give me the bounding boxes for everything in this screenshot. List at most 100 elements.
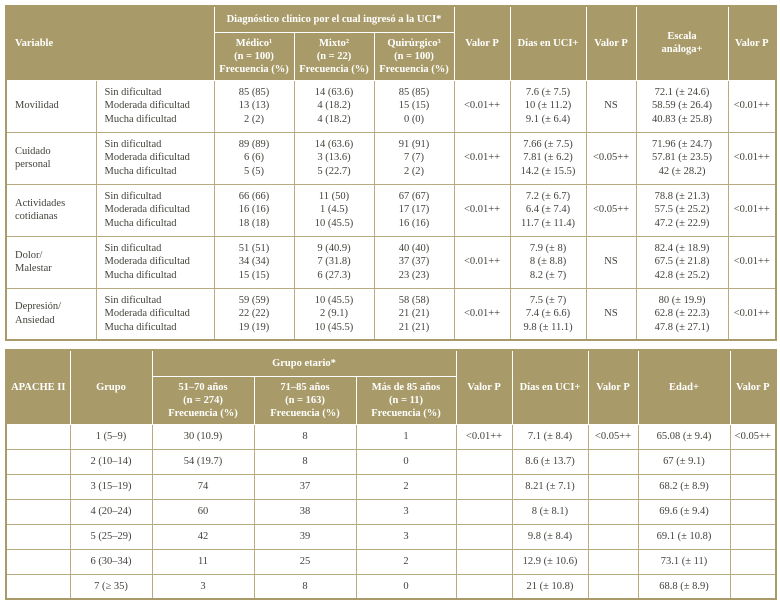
cell-age-51-70: 30 (10.9) <box>151 423 255 450</box>
table-row: Movilidad Sin dificultad Moderada dificu… <box>5 79 777 133</box>
cell-dias-uci: 7.5 (± 7) 7.4 (± 6.6) 9.8 (± 11.1) <box>509 287 587 341</box>
table2-body: 1 (5–9) 30 (10.9) 8 1 <0.01++ 7.1 (± 8.4… <box>5 423 777 600</box>
col-header-grupo: Grupo <box>69 349 153 425</box>
cell-variable: Movilidad <box>5 79 97 133</box>
cell-valor-p: <0.01++ <box>453 183 511 237</box>
table2-subheader-row: 51–70 años (n = 274) Frecuencia (%) 71–8… <box>6 375 776 425</box>
cell-valor-p <box>587 498 639 525</box>
cell-dias-uci: 7.1 (± 8.4) <box>511 423 589 450</box>
cell-age-51-70: 60 <box>151 498 255 525</box>
cell-age-71-85: 38 <box>253 498 357 525</box>
cell-variable: Depresión/ Ansiedad <box>5 287 97 341</box>
cell-medico: 66 (66) 16 (16) 18 (18) <box>213 183 295 237</box>
col-header-apache: APACHE II <box>5 349 71 425</box>
col-header-age-51-70: 51–70 años (n = 274) Frecuencia (%) <box>151 375 255 425</box>
col-header-valor-p-2: Valor P <box>587 349 639 425</box>
col-header-dias-uci: Días en UCI+ <box>509 5 587 81</box>
cell-mixto: 14 (63.6) 4 (18.2) 4 (18.2) <box>293 79 375 133</box>
table-row: Depresión/ Ansiedad Sin dificultad Moder… <box>5 287 777 341</box>
table2-band-title: Grupo etario* <box>151 349 457 377</box>
cell-dias-uci: 7.6 (± 7.5) 10 (± 11.2) 9.1 (± 6.4) <box>509 79 587 133</box>
table1-band-title: Diagnóstico clínico por el cual ingresó … <box>213 5 455 33</box>
cell-valor-p: <0.05++ <box>729 423 777 450</box>
cell-levels: Sin dificultad Moderada dificultad Mucha… <box>95 79 215 133</box>
cell-valor-p: NS <box>585 235 637 289</box>
cell-apache <box>5 473 71 500</box>
cell-age-51-70: 42 <box>151 523 255 550</box>
cell-escala: 72.1 (± 24.6) 58.59 (± 26.4) 40.83 (± 25… <box>635 79 729 133</box>
cell-edad: 73.1 (± 11) <box>637 548 731 575</box>
cell-age-71-85: 8 <box>253 573 357 600</box>
col-header-medico: Médico¹ (n = 100) Frecuencia (%) <box>213 31 295 81</box>
cell-dias-uci: 9.8 (± 8.4) <box>511 523 589 550</box>
cell-grupo: 7 (≥ 35) <box>69 573 153 600</box>
col-header-valor-p-3: Valor P <box>727 5 777 81</box>
cell-apache <box>5 548 71 575</box>
cell-dias-uci: 21 (± 10.8) <box>511 573 589 600</box>
table-row: 3 (15–19) 74 37 2 8.21 (± 7.1) 68.2 (± 8… <box>5 473 777 500</box>
cell-age-over-85: 3 <box>355 498 457 525</box>
cell-valor-p: NS <box>585 79 637 133</box>
cell-age-over-85: 0 <box>355 448 457 475</box>
cell-dias-uci: 7.9 (± 8) 8 (± 8.8) 8.2 (± 7) <box>509 235 587 289</box>
cell-valor-p: <0.05++ <box>585 183 637 237</box>
cell-age-51-70: 74 <box>151 473 255 500</box>
cell-valor-p: <0.01++ <box>455 423 513 450</box>
table-row: 1 (5–9) 30 (10.9) 8 1 <0.01++ 7.1 (± 8.4… <box>5 423 777 450</box>
cell-valor-p: <0.01++ <box>453 235 511 289</box>
cell-mixto: 11 (50) 1 (4.5) 10 (45.5) <box>293 183 375 237</box>
table1-band-row: Variable Diagnóstico clínico por el cual… <box>5 5 777 81</box>
cell-valor-p: NS <box>585 287 637 341</box>
cell-age-51-70: 54 (19.7) <box>151 448 255 475</box>
cell-levels: Sin dificultad Moderada dificultad Mucha… <box>95 287 215 341</box>
cell-valor-p: <0.01++ <box>453 79 511 133</box>
cell-mixto: 9 (40.9) 7 (31.8) 6 (27.3) <box>293 235 375 289</box>
cell-variable: Actividades cotidianas <box>5 183 97 237</box>
col-header-age-over-85: Más de 85 años (n = 11) Frecuencia (%) <box>355 375 457 425</box>
cell-age-71-85: 37 <box>253 473 357 500</box>
cell-escala: 71.96 (± 24.7) 57.81 (± 23.5) 42 (± 28.2… <box>635 131 729 185</box>
cell-age-over-85: 2 <box>355 548 457 575</box>
cell-medico: 59 (59) 22 (22) 19 (19) <box>213 287 295 341</box>
cell-valor-p <box>729 473 777 500</box>
cell-valor-p <box>455 498 513 525</box>
cell-levels: Sin dificultad Moderada dificultad Mucha… <box>95 131 215 185</box>
col-header-dias-uci: Días en UCI+ <box>511 349 589 425</box>
cell-valor-p <box>729 573 777 600</box>
cell-levels: Sin dificultad Moderada dificultad Mucha… <box>95 183 215 237</box>
table1-subheader-row: Médico¹ (n = 100) Frecuencia (%) Mixto² … <box>6 31 776 81</box>
cell-apache <box>5 523 71 550</box>
table-apache-age-groups: APACHE II Grupo Grupo etario* Valor P Dí… <box>5 349 777 600</box>
cell-valor-p <box>729 498 777 525</box>
cell-dias-uci: 8.6 (± 13.7) <box>511 448 589 475</box>
cell-valor-p <box>729 523 777 550</box>
cell-valor-p: <0.01++ <box>727 79 777 133</box>
cell-edad: 69.1 (± 10.8) <box>637 523 731 550</box>
cell-quirurgico: 40 (40) 37 (37) 23 (23) <box>373 235 455 289</box>
table2-band-row: APACHE II Grupo Grupo etario* Valor P Dí… <box>5 349 777 425</box>
cell-grupo: 3 (15–19) <box>69 473 153 500</box>
table-row: 5 (25–29) 42 39 3 9.8 (± 8.4) 69.1 (± 10… <box>5 523 777 550</box>
cell-medico: 85 (85) 13 (13) 2 (2) <box>213 79 295 133</box>
col-header-mixto: Mixto² (n = 22) Frecuencia (%) <box>293 31 375 81</box>
col-header-age-71-85: 71–85 años (n = 163) Frecuencia (%) <box>253 375 357 425</box>
cell-valor-p: <0.01++ <box>453 287 511 341</box>
cell-valor-p <box>587 473 639 500</box>
col-header-variable: Variable <box>5 5 215 81</box>
cell-age-71-85: 8 <box>253 423 357 450</box>
cell-valor-p <box>729 448 777 475</box>
cell-quirurgico: 58 (58) 21 (21) 21 (21) <box>373 287 455 341</box>
cell-valor-p: <0.01++ <box>727 235 777 289</box>
cell-valor-p <box>455 548 513 575</box>
cell-valor-p: <0.01++ <box>727 183 777 237</box>
cell-levels: Sin dificultad Moderada dificultad Mucha… <box>95 235 215 289</box>
cell-medico: 89 (89) 6 (6) 5 (5) <box>213 131 295 185</box>
cell-valor-p <box>729 548 777 575</box>
cell-escala: 82.4 (± 18.9) 67.5 (± 21.8) 42.8 (± 25.2… <box>635 235 729 289</box>
cell-escala: 78.8 (± 21.3) 57.5 (± 25.2) 47.2 (± 22.9… <box>635 183 729 237</box>
cell-dias-uci: 12.9 (± 10.6) <box>511 548 589 575</box>
table-clinical-diagnosis: Variable Diagnóstico clínico por el cual… <box>5 5 778 341</box>
cell-grupo: 5 (25–29) <box>69 523 153 550</box>
col-header-edad: Edad+ <box>637 349 731 425</box>
